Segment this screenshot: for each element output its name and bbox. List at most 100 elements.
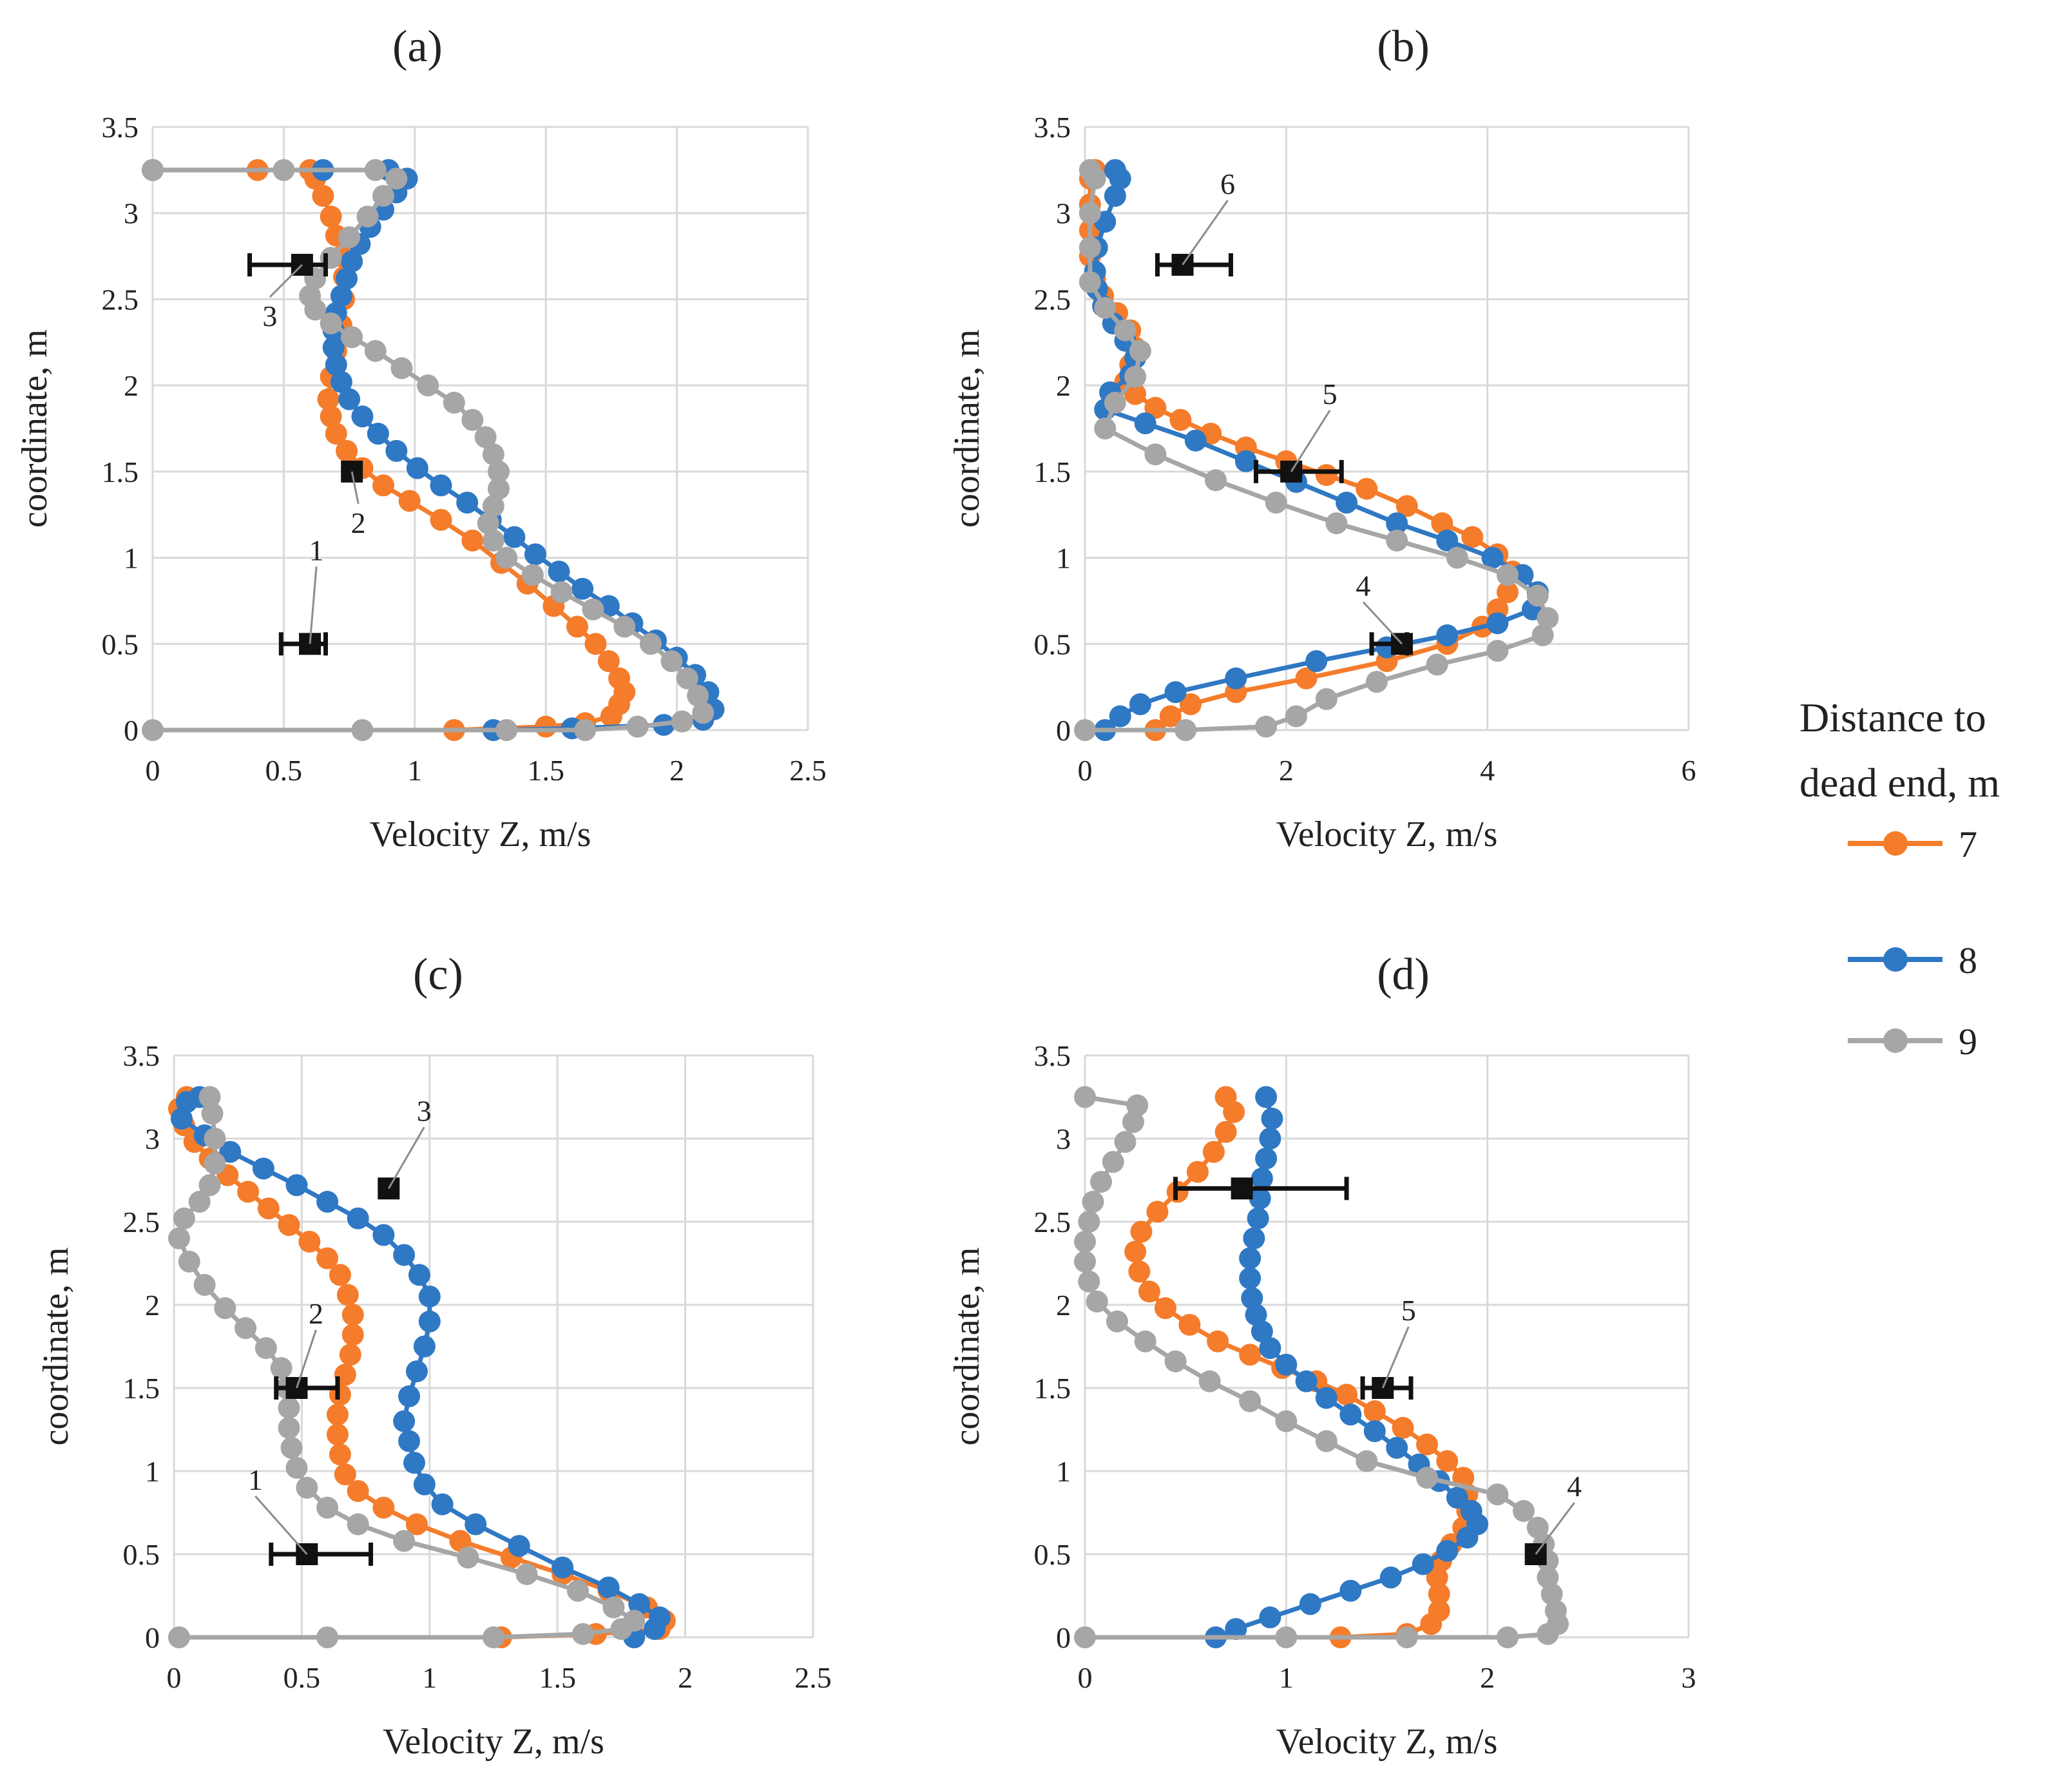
panel-a-x-axis-title: Velocity Z, m/s (370, 814, 591, 854)
panel-c-series-9-point (393, 1530, 416, 1552)
panel-d-series-8-point (1259, 1128, 1281, 1150)
panel-a-series-7-point (398, 490, 421, 512)
panel-d-series-9-point (1074, 1250, 1096, 1273)
panel-d-series-9-point (1089, 1171, 1112, 1193)
panel-a-series-9-point (385, 168, 408, 190)
panel-d-x-tick-label: 1 (1279, 1661, 1294, 1694)
panel-b-series-7-point (1431, 512, 1453, 535)
panel-b-x-tick-label: 2 (1279, 754, 1294, 787)
legend-label-7: 7 (1959, 823, 1977, 865)
panel-a-series-8-point (330, 285, 352, 307)
panel-c-series-7-point (341, 1304, 364, 1326)
panel-a-series-9-point (671, 710, 693, 733)
panel-d-series-7-point (1426, 1566, 1448, 1589)
panel-b-y-axis-title: coordinate, m (947, 329, 987, 528)
panel-d-series-9-point (1396, 1626, 1418, 1648)
panel-c-series-9-point (198, 1086, 221, 1108)
panel-d-series-8-point (1255, 1147, 1278, 1170)
panel-d-series-7-point (1428, 1599, 1450, 1622)
panel-c-series-7-point (336, 1284, 359, 1306)
panel-d-series-7-point (1178, 1313, 1201, 1336)
panel-d-y-tick-label: 3.5 (1034, 1039, 1071, 1072)
panel-d-series-8-point (1241, 1287, 1263, 1309)
panel-c-series-9-point (204, 1152, 226, 1175)
panel-a-series-9-point (390, 357, 413, 380)
panel-d-x-tick-label: 3 (1682, 1661, 1696, 1694)
panel-a-series-8-point (367, 423, 389, 445)
panel-d-series-7-point (1154, 1297, 1176, 1320)
legend-marker-8 (1883, 947, 1908, 972)
panel-a-series-8-point (336, 267, 358, 290)
panel-a-series-9-point (521, 564, 544, 586)
panel-a-measurement: 1 (278, 534, 328, 656)
panel-b-series-9-point (1079, 271, 1101, 293)
panel-a-series-9-point (660, 650, 683, 673)
panel-a-series-9-point (487, 477, 510, 500)
panel-c-series-9-point (188, 1191, 211, 1213)
panel-d-series-9-point (1106, 1310, 1128, 1333)
panel-a-series-9-point (676, 667, 698, 689)
panel-c-series-7-point (339, 1343, 361, 1366)
panel-c-annotation-label: 2 (309, 1297, 323, 1330)
panel-c-series-9-point (173, 1207, 195, 1229)
panel-b-series-8-point (1386, 512, 1408, 535)
panel-a-series-9-point (487, 460, 510, 483)
panel-a-series-9-point (495, 719, 518, 741)
panel-a-series-7-point (461, 529, 484, 552)
panel-a-measurement: 2 (341, 460, 366, 539)
panel-b-series-7-point (1179, 693, 1202, 715)
panel-d-series-9-point (1078, 1270, 1100, 1293)
panel-a-x-tick-label: 2.5 (789, 754, 827, 787)
panel-a-series-8-point (385, 439, 408, 462)
panel-a-series-8-point (322, 336, 345, 359)
panel-c-series-8-point (413, 1335, 436, 1358)
panel-d-series-7-point (1186, 1160, 1209, 1183)
panel-b-measurement: 6 (1155, 168, 1235, 276)
panel-a-series-9-point (299, 285, 321, 307)
panel-a-series-7-point (336, 439, 358, 462)
panel-c-series-9-point (347, 1513, 369, 1536)
panel-b-series-7-point (1169, 409, 1192, 431)
panel-c-series-9-point (193, 1274, 216, 1296)
panel-c-series-8-point (465, 1513, 487, 1536)
panel-c-series-8-point (393, 1244, 416, 1266)
panel-a-series-7-point (372, 474, 394, 497)
panel-d-series-9-point (1540, 1583, 1563, 1605)
panel-c-x-tick-label: 0.5 (283, 1661, 321, 1694)
panel-b-x-tick-label: 0 (1078, 754, 1093, 787)
panel-d-y-axis-title: coordinate, m (947, 1247, 987, 1446)
panel-b-series-9-point (1386, 529, 1408, 552)
panel-d-y-tick-label: 2 (1056, 1289, 1071, 1322)
panel-a-series-9-point (692, 702, 715, 724)
panel-d-y-tick-label: 3 (1056, 1122, 1071, 1155)
panel-c-series-8-point (316, 1191, 339, 1213)
panel-d-series-8-point (1339, 1403, 1362, 1426)
panel-c-series-8-point (372, 1224, 395, 1246)
panel-c-series-7-point (298, 1230, 321, 1253)
panel-b-annotation-leader (1362, 601, 1403, 645)
panel-c-series-8-point (403, 1452, 425, 1474)
panel-d-series-9-point (1415, 1467, 1438, 1489)
panel-a-series-8-point (456, 491, 479, 514)
panel-d-series-8-point (1295, 1370, 1318, 1392)
panel-c-series-9-point (566, 1579, 589, 1602)
panel-d-series-8-point (1275, 1353, 1298, 1376)
panel-b-measurement: 5 (1253, 378, 1344, 483)
panel-a-series-8-point (338, 388, 361, 410)
panel-d-series-7-point (1124, 1240, 1147, 1263)
panel-b-series-8-point (1305, 650, 1328, 673)
panel-b-series-9-point (1094, 418, 1117, 439)
panel-c-annotation-label: 3 (417, 1094, 432, 1127)
panel-c-y-tick-label: 0.5 (123, 1538, 160, 1571)
panel-b-series-9-point (1079, 202, 1101, 224)
panel-c-x-axis-title: Velocity Z, m/s (383, 1722, 604, 1762)
panel-a-series-9-point (495, 546, 518, 569)
panel-a-series-7-point (584, 633, 607, 655)
panel-d-series-8-point (1412, 1553, 1434, 1575)
panel-a-series-8-point (406, 457, 428, 479)
panel-a-series-8-point (351, 405, 374, 428)
panel-b: (b) 0 2 4 6 0 0.5 1 1.5 2 2.5 3 3.5 Velocity Z, m/s co… (947, 22, 1696, 854)
panel-a: (a) 0 0.5 1 1.5 2 2.5 0 0.5 1 1.5 2 2.5 3 3.5 Velocity … (15, 22, 827, 854)
panel-c-series-8 (170, 1086, 671, 1648)
